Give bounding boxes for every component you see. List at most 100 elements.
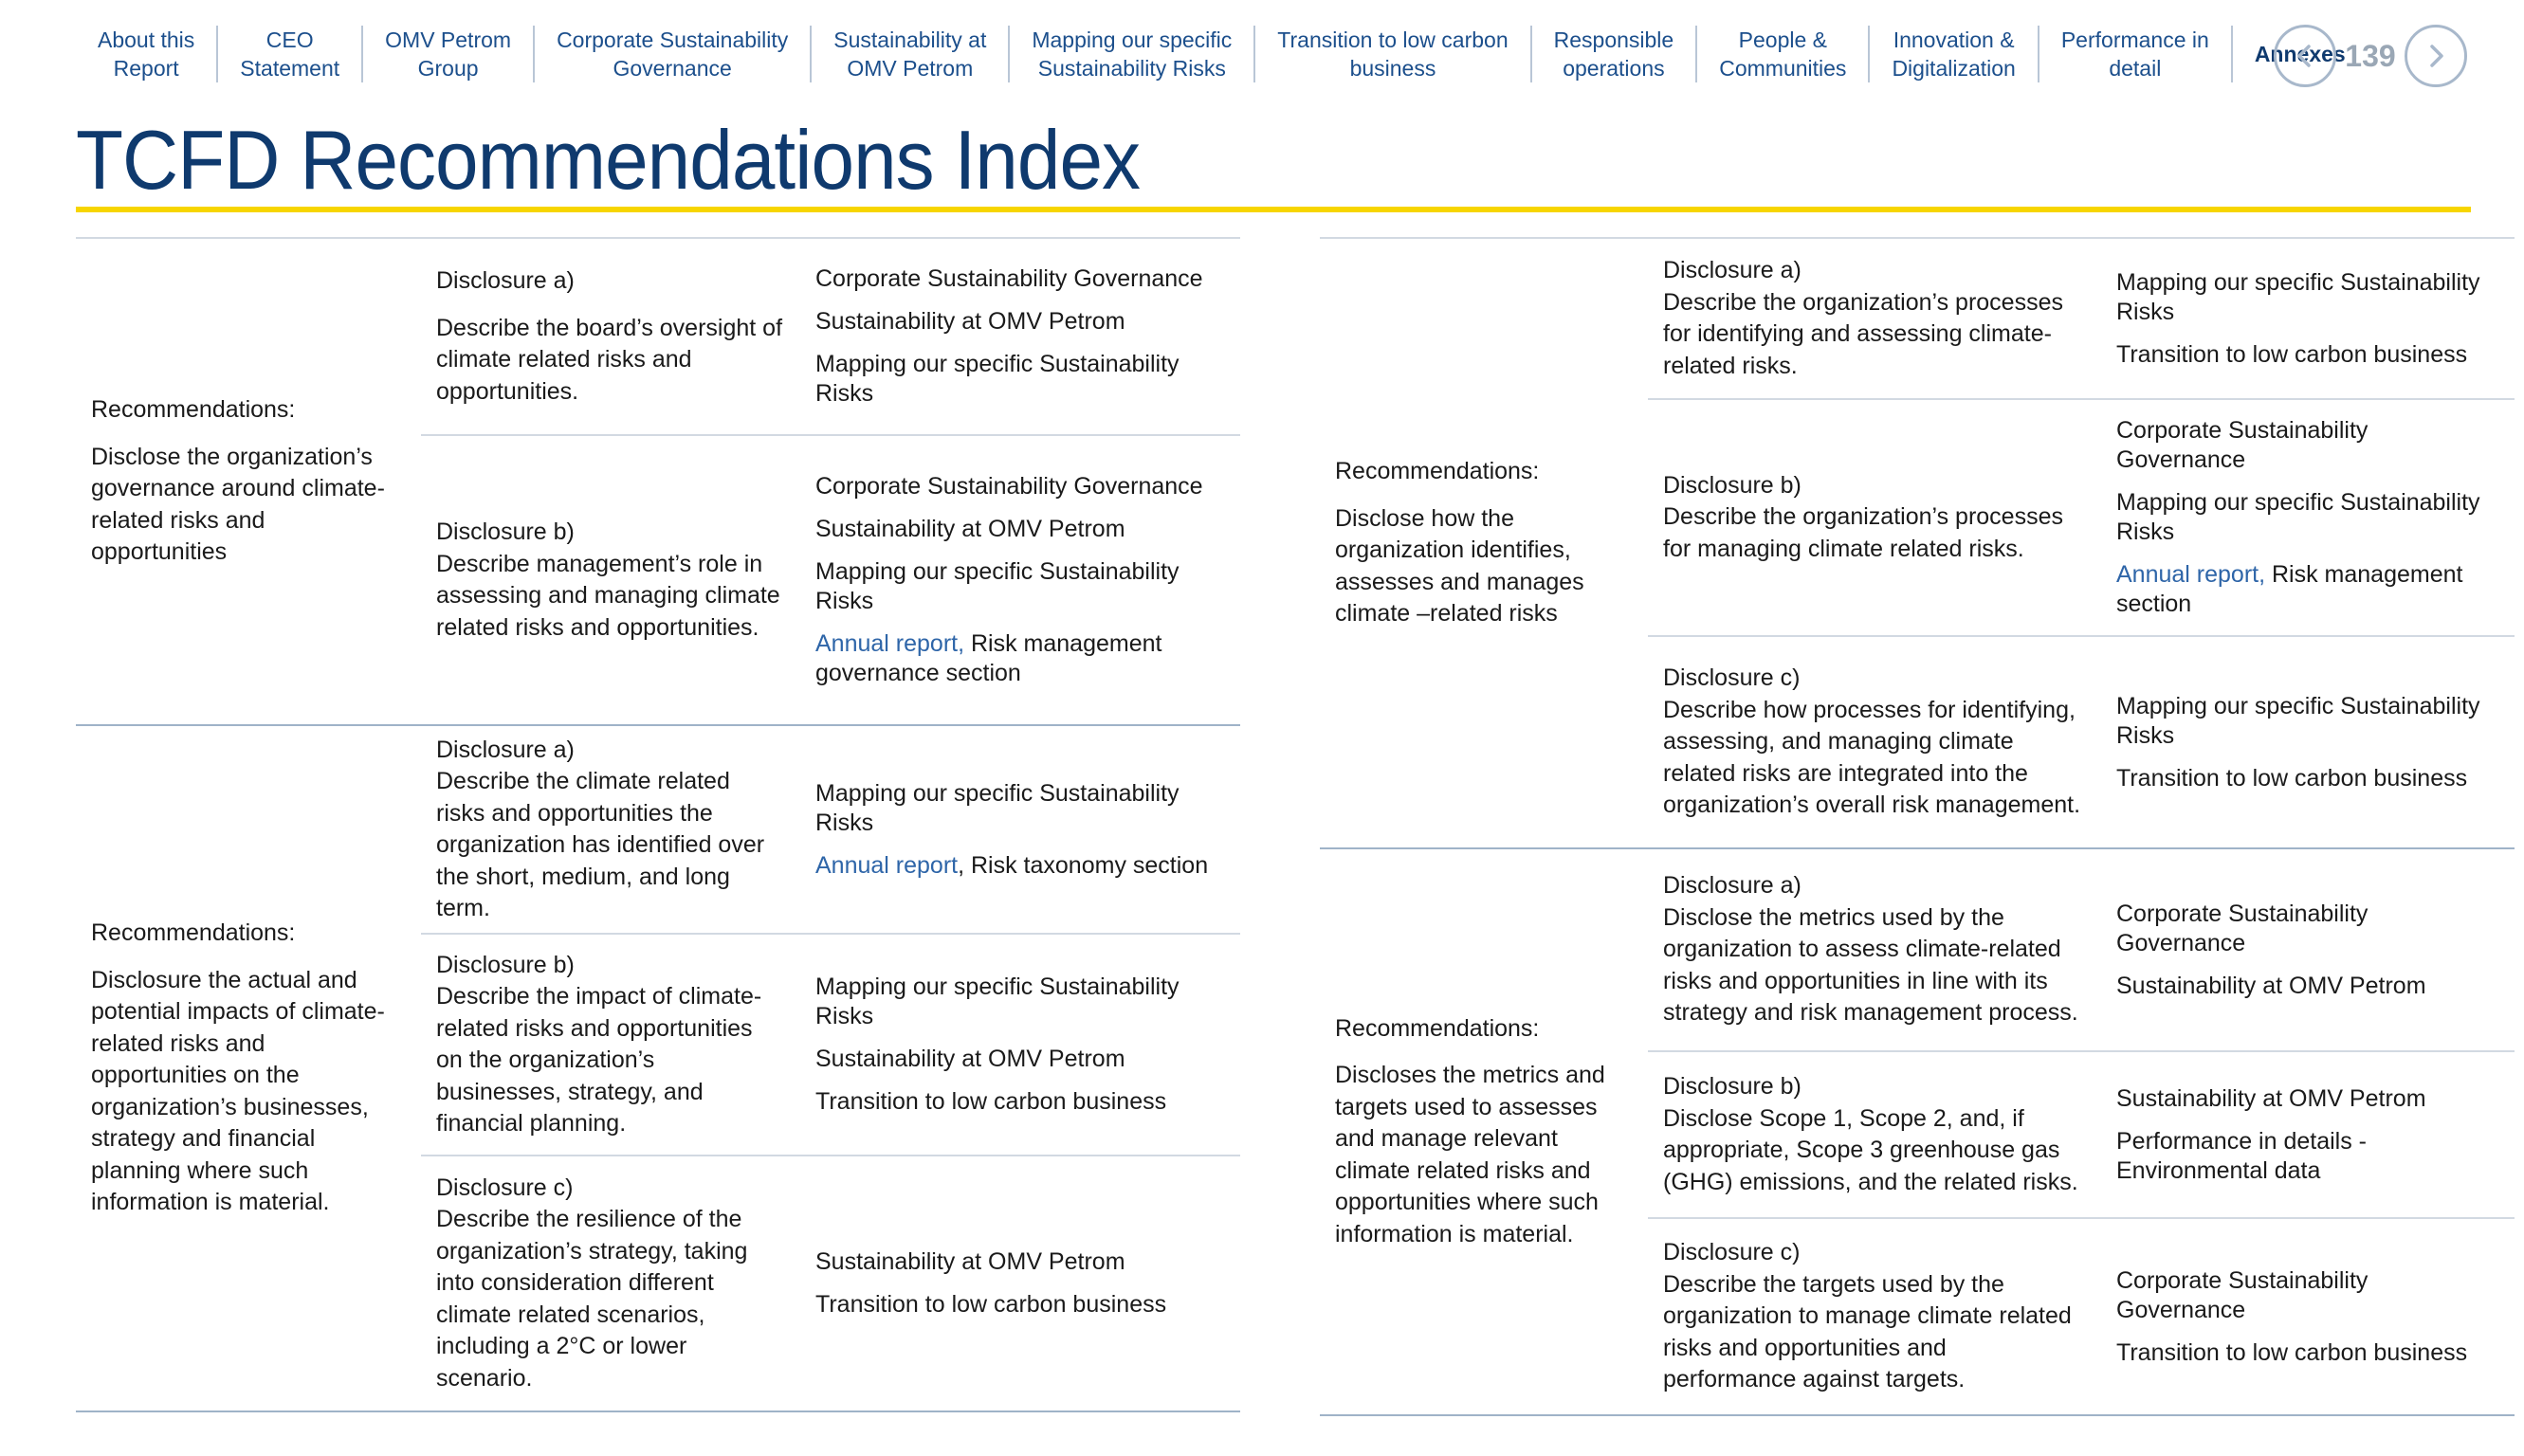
recommendation-text: Disclosure the actual and potential impa… <box>91 966 385 1216</box>
disclosure-heading: Disclosure a) <box>436 267 575 294</box>
nav-mapping-risks[interactable]: Mapping our specific Sustainability Risk… <box>1010 26 1256 82</box>
disclosure-heading: Disclosure c) <box>1663 664 1801 692</box>
reference-item: Mapping our specific Sustainability Risk… <box>815 974 1180 1029</box>
reference-cell: Mapping our specific Sustainability Risk… <box>800 935 1240 1155</box>
reference-item: Annual report, Risk management governanc… <box>815 629 1225 688</box>
annual-report-link[interactable]: Annual report <box>815 851 959 879</box>
disclosure-text: Describe the organization’s processes fo… <box>1663 503 2063 562</box>
reference-item: Annual report, Risk taxonomy section <box>815 851 1225 881</box>
reference-item: Mapping our specific Sustainability Risk… <box>2116 692 2480 749</box>
nav-about-report[interactable]: About this Report <box>76 26 219 82</box>
nav-ceo-statement[interactable]: CEO Statement <box>218 26 364 82</box>
nav-transition[interactable]: Transition to low carbon business <box>1255 26 1532 82</box>
nav-innovation[interactable]: Innovation & Digitalization <box>1870 26 2039 82</box>
disclosure-heading: Disclosure a) <box>1663 872 1802 900</box>
disclosure-row: Disclosure a) Describe the climate relate… <box>421 726 1240 935</box>
title-underline <box>76 207 2471 212</box>
reference-item: Mapping our specific Sustainability Risk… <box>2116 489 2480 545</box>
disclosure-heading: Disclosure b) <box>436 519 575 545</box>
reference-item: Performance in details - Environmental d… <box>2116 1127 2368 1184</box>
disclosure-heading: Disclosure b) <box>1663 1073 1802 1100</box>
recommendation-heading: Recommendations: <box>91 396 296 424</box>
nav-people-communities[interactable]: People & Communities <box>1697 26 1871 82</box>
reference-cell: Corporate Sustainability Governance Susta… <box>800 436 1240 724</box>
annual-report-link[interactable]: Annual report, <box>815 630 965 657</box>
disclosure-cell: Disclosure c) Describe how processes for … <box>1648 637 2101 847</box>
disclosure-row: Disclosure c) Describe the targets used b… <box>1648 1219 2515 1414</box>
reference-item: Mapping our specific Sustainability Risk… <box>815 558 1180 614</box>
reference-item: Mapping our specific Sustainability Risk… <box>815 779 1180 836</box>
reference-item: Mapping our specific Sustainability Risk… <box>815 351 1180 407</box>
recommendation-cell: Recommendations: Disclose the organizatio… <box>76 239 421 724</box>
reference-cell: Sustainability at OMV Petrom Transition t… <box>800 1156 1240 1410</box>
recommendation-cell: Recommendations: Disclosure the actual an… <box>76 726 421 1410</box>
disclosure-list: Disclosure a) Describe the board’s oversi… <box>421 239 1240 724</box>
disclosure-text: Describe management’s role in assessing … <box>436 550 780 641</box>
disclosure-row: Disclosure c) Describe the resilience of … <box>421 1156 1240 1410</box>
disclosure-text: Disclose the metrics used by the organiz… <box>1663 903 2078 1027</box>
previous-page-button[interactable] <box>2274 25 2336 87</box>
recommendation-group: Recommendations: Disclosure the actual an… <box>76 726 1240 1412</box>
recommendation-text: Disclose how the organization identifies… <box>1335 504 1584 628</box>
reference-item: Transition to low carbon business <box>2116 764 2468 792</box>
chevron-right-icon <box>2430 45 2443 67</box>
tcfd-table-left: Recommendations: Disclose the organizatio… <box>76 237 1240 1412</box>
disclosure-cell: Disclosure a) Describe the climate relate… <box>421 726 800 933</box>
disclosure-row: Disclosure a) Describe the board’s oversi… <box>421 239 1240 436</box>
reference-item: Sustainability at OMV Petrom <box>2116 1084 2426 1112</box>
reference-item: Corporate Sustainability Governance <box>2116 900 2369 956</box>
page-number: 139 <box>2345 38 2396 73</box>
disclosure-cell: Disclosure b) Disclose Scope 1, Scope 2, … <box>1648 1052 2101 1217</box>
reference-item: Sustainability at OMV Petrom <box>815 516 1125 542</box>
disclosure-text: Describe the targets used by the organiz… <box>1663 1270 2072 1393</box>
page-title: TCFD Recommendations Index <box>76 113 1141 207</box>
reference-item: Mapping our specific Sustainability Risk… <box>2116 268 2480 325</box>
disclosure-row: Disclosure c) Describe how processes for … <box>1648 637 2515 847</box>
top-navigation: About this Report CEO Statement OMV Petrom… <box>76 21 2368 87</box>
recommendation-heading: Recommendations: <box>1335 1014 1540 1042</box>
reference-item: Corporate Sustainability Governance <box>2116 1266 2369 1323</box>
reference-item: Sustainability at OMV Petrom <box>2116 972 2426 999</box>
reference-cell: Corporate Sustainability Governance Susta… <box>800 239 1240 434</box>
disclosure-text: Describe the impact of climate-related r… <box>436 983 762 1137</box>
pager: 139 <box>2274 21 2467 91</box>
recommendation-heading: Recommendations: <box>91 919 296 947</box>
recommendation-group: Recommendations: Disclose the organizatio… <box>76 239 1240 726</box>
disclosure-cell: Disclosure c) Describe the targets used b… <box>1648 1219 2101 1414</box>
reference-item: Transition to low carbon business <box>815 1088 1167 1115</box>
next-page-button[interactable] <box>2405 25 2467 87</box>
nav-omv-petrom-group[interactable]: OMV Petrom Group <box>363 26 536 82</box>
nav-sustainability[interactable]: Sustainability at OMV Petrom <box>812 26 1011 82</box>
reference-item: Transition to low carbon business <box>2116 1338 2468 1366</box>
disclosure-heading: Disclosure c) <box>1663 1239 1801 1266</box>
disclosure-text: Describe how processes for identifying, … <box>1663 696 2081 819</box>
disclosure-cell: Disclosure b) Describe management’s role … <box>421 436 800 724</box>
disclosure-heading: Disclosure b) <box>436 951 575 978</box>
disclosure-cell: Disclosure b) Describe the impact of clim… <box>421 935 800 1155</box>
reference-cell: Mapping our specific Sustainability Risk… <box>800 726 1240 933</box>
recommendation-text: Disclose the organization’s governance a… <box>91 443 385 566</box>
disclosure-cell: Disclosure a) Describe the board’s oversi… <box>421 239 800 434</box>
disclosure-row: Disclosure a) Disclose the metrics used b… <box>1648 849 2515 1052</box>
disclosure-heading: Disclosure c) <box>436 1174 574 1201</box>
nav-corporate-governance[interactable]: Corporate Sustainability Governance <box>535 26 813 82</box>
reference-cell: Corporate Sustainability Governance Trans… <box>2101 1219 2515 1414</box>
disclosure-text: Describe the organization’s processes fo… <box>1663 288 2063 379</box>
nav-performance[interactable]: Performance in detail <box>2039 26 2233 82</box>
disclosure-text: Disclose Scope 1, Scope 2, and, if appro… <box>1663 1104 2078 1195</box>
reference-item: Corporate Sustainability Governance <box>2116 417 2369 473</box>
nav-responsible-operations[interactable]: Responsible operations <box>1532 26 1698 82</box>
reference-item: Annual report, Risk management section <box>2116 560 2499 619</box>
reference-item: Sustainability at OMV Petrom <box>815 1046 1125 1072</box>
disclosure-row: Disclosure b) Describe management’s role … <box>421 436 1240 724</box>
tcfd-table-right: Recommendations: Disclose how the organiz… <box>1320 237 2515 1416</box>
recommendation-group: Recommendations: Discloses the metrics an… <box>1320 849 2515 1416</box>
reference-cell: Mapping our specific Sustainability Risk… <box>2101 637 2515 847</box>
reference-item: Corporate Sustainability Governance <box>815 265 1203 292</box>
annual-report-link[interactable]: Annual report, <box>2116 561 2266 588</box>
reference-cell: Corporate Sustainability Governance Susta… <box>2101 849 2515 1050</box>
disclosure-list: Disclosure a) Disclose the metrics used b… <box>1648 849 2515 1414</box>
reference-item: Corporate Sustainability Governance <box>815 473 1203 500</box>
disclosure-cell: Disclosure c) Describe the resilience of … <box>421 1156 800 1410</box>
reference-item: Sustainability at OMV Petrom <box>815 1248 1125 1275</box>
